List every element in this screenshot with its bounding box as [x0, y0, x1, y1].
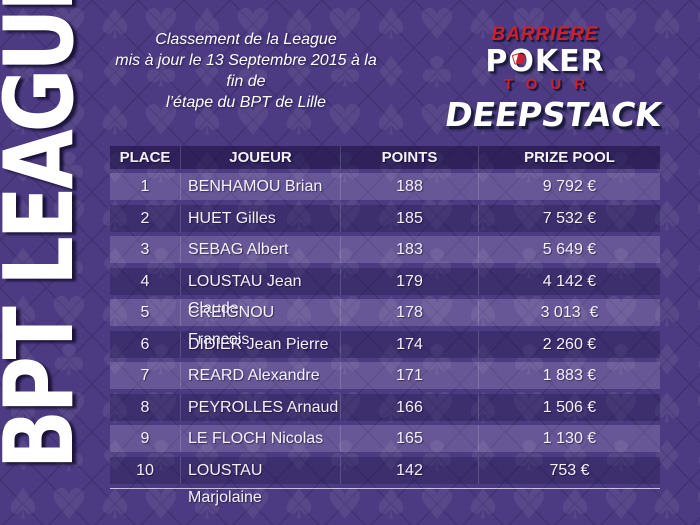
cell-points: 174	[340, 330, 478, 358]
table-bottom-divider	[110, 488, 660, 489]
table-row: 8 PEYROLLES Arnaud 166 1 506 €	[110, 393, 660, 421]
vertical-title: BPT LEAGUE	[0, 0, 95, 525]
cell-place: 2	[140, 209, 150, 227]
cell-joueur: CREIGNOU Francois	[180, 299, 340, 348]
cell-points: 185	[340, 204, 478, 232]
table-header-row: PLACE JOUEUR POINTS PRIZE POOL	[110, 146, 660, 169]
logo-barriere-text: BARRIERE	[491, 24, 599, 45]
vertical-title-text: BPT LEAGUE	[0, 0, 95, 470]
cell-place: 5	[140, 304, 150, 321]
cell-points: 166	[340, 393, 478, 421]
cell-joueur: LOUSTAU Jean Claude	[180, 267, 340, 317]
update-note-line: l’étape du BPT de Lille	[165, 94, 327, 111]
table-row: 10 LOUSTAU Marjolaine 142 753 €	[110, 456, 660, 506]
cell-prize: 9 792 €	[478, 173, 660, 200]
cell-joueur: DIDIER Jean Pierre	[180, 330, 340, 358]
header-joueur: JOUEUR	[180, 146, 340, 169]
header-prize-pool: PRIZE POOL	[478, 146, 660, 169]
cell-points: 188	[340, 173, 478, 200]
cell-place: 7	[140, 367, 150, 384]
mini-card-red	[515, 53, 526, 65]
table-row: 7 REARD Alexandre 171 1 883 €	[110, 362, 660, 389]
cell-joueur: SEBAG Albert	[180, 236, 340, 263]
cell-points: 183	[340, 236, 478, 263]
cell-points: 142	[340, 456, 478, 484]
logo-poker-row: POKER	[415, 44, 675, 79]
barriere-poker-tour-logo: BARRIERE POKER TOUR DEEPSTACK	[423, 0, 683, 134]
header-place: PLACE	[119, 149, 171, 166]
cell-prize: 1 506 €	[478, 393, 660, 421]
cell-points: 179	[340, 267, 478, 295]
poker-o-cards-icon	[511, 53, 529, 67]
cell-place: 1	[140, 178, 150, 195]
cell-joueur: BENHAMOU Brian	[180, 173, 340, 200]
cell-joueur: LOUSTAU Marjolaine	[180, 456, 340, 506]
update-note-line: mis à jour le 13 Septembre 2015 à la	[115, 52, 377, 69]
logo-tour-text: TOUR	[503, 76, 599, 93]
update-note-line: fin de	[226, 73, 266, 90]
logo-deepstack-text: DEEPSTACK	[442, 95, 664, 134]
cell-place: 9	[140, 430, 150, 447]
cell-points: 165	[340, 425, 478, 452]
cell-prize: 1 883 €	[478, 362, 660, 389]
header-points: POINTS	[340, 146, 478, 169]
cell-prize: 3 013 €	[478, 299, 660, 326]
logo-poker-text: POKER	[485, 44, 605, 79]
cell-prize: 1 130 €	[478, 425, 660, 452]
cell-place: 3	[140, 241, 150, 258]
cell-place: 10	[136, 461, 154, 479]
update-note-line: Classement de la League	[155, 31, 337, 48]
table-row: 4 LOUSTAU Jean Claude 179 4 142 €	[110, 267, 660, 317]
cell-points: 178	[340, 299, 478, 326]
cell-joueur: REARD Alexandre	[180, 362, 340, 389]
cell-joueur: HUET Gilles	[180, 204, 340, 232]
table-row: 3 SEBAG Albert 183 5 649 €	[110, 236, 660, 263]
cell-prize: 4 142 €	[478, 267, 660, 295]
cell-joueur: LE FLOCH Nicolas	[180, 425, 340, 452]
table-row: 5 CREIGNOU Francois 178 3 013 €	[110, 299, 660, 348]
table-row: 2 HUET Gilles 185 7 532 €	[110, 204, 660, 232]
cell-prize: 7 532 €	[478, 204, 660, 232]
table-row: 1 BENHAMOU Brian 188 9 792 €	[110, 173, 660, 200]
cell-prize: 5 649 €	[478, 236, 660, 263]
table-row: 6 DIDIER Jean Pierre 174 2 260 €	[110, 330, 660, 358]
cell-prize: 753 €	[478, 456, 660, 484]
update-note: Classement de la League mis à jour le 13…	[96, 29, 396, 113]
cell-points: 171	[340, 362, 478, 389]
cell-place: 8	[140, 398, 150, 416]
cell-place: 6	[140, 335, 150, 353]
cell-place: 4	[140, 272, 150, 290]
cell-joueur: PEYROLLES Arnaud	[180, 393, 340, 421]
league-ranking-table: PLACE JOUEUR POINTS PRIZE POOL 1 BENHAMO…	[110, 146, 660, 506]
table-row: 9 LE FLOCH Nicolas 165 1 130 €	[110, 425, 660, 452]
cell-prize: 2 260 €	[478, 330, 660, 358]
